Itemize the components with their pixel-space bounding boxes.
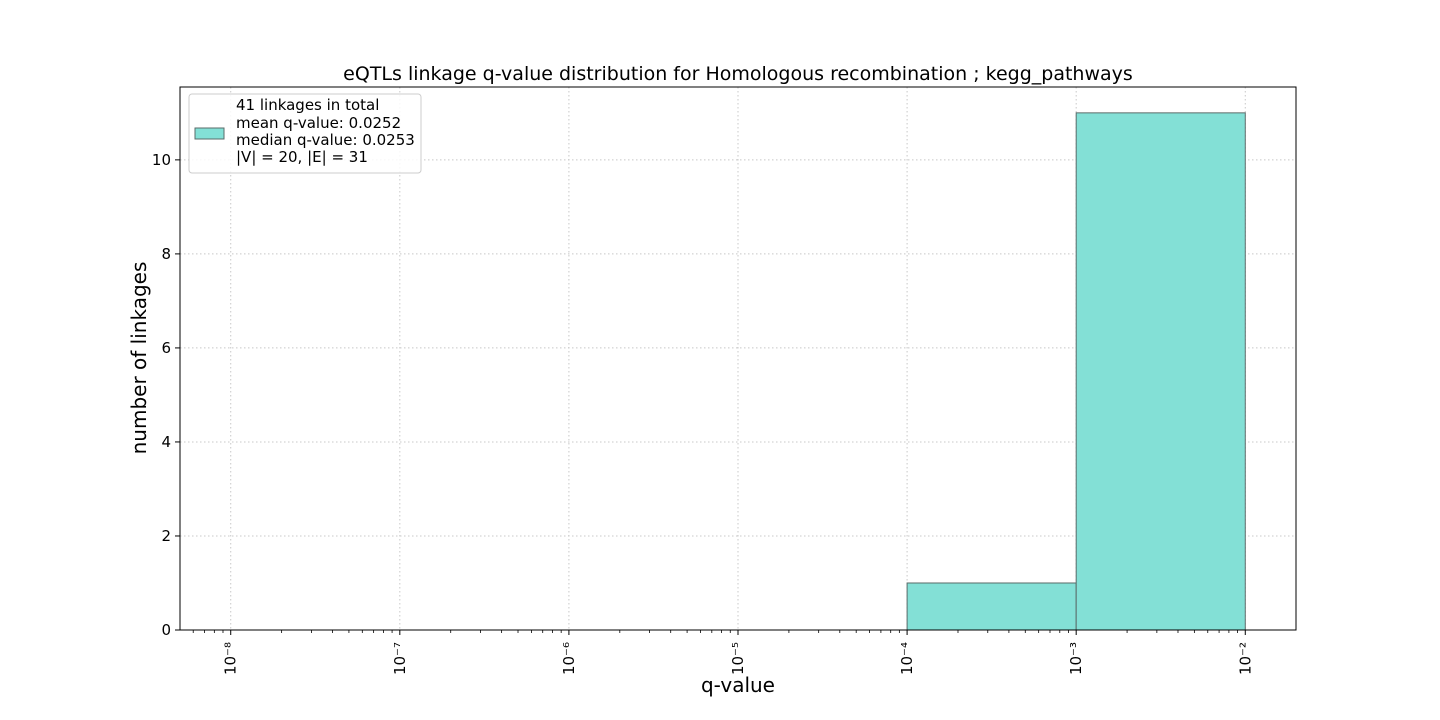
histogram-bar: [906, 582, 1077, 631]
x-tick-label: 10⁻⁴: [898, 642, 916, 675]
x-tick-label: 10⁻⁵: [729, 642, 747, 675]
y-tick-label: 10: [152, 151, 171, 169]
y-tick-label: 2: [161, 527, 171, 545]
legend-line-median: median q-value: 0.0253: [236, 131, 415, 149]
chart-title: eQTLs linkage q-value distribution for H…: [343, 63, 1133, 85]
y-tick-label: 8: [161, 245, 171, 263]
histogram-bar: [1075, 112, 1246, 631]
x-tick-label: 10⁻⁸: [222, 642, 240, 675]
legend: 41 linkages in total mean q-value: 0.025…: [188, 93, 422, 174]
bars: [906, 112, 1246, 631]
legend-swatch: [194, 127, 225, 140]
x-axis-ticks: 10⁻⁸ 10⁻⁷ 10⁻⁶ 10⁻⁵ 10⁻⁴ 10⁻³ 10⁻²: [192, 630, 1254, 675]
y-axis-ticks: 0 2 4 6 8 10: [152, 151, 180, 639]
legend-line-mean: mean q-value: 0.0252: [236, 114, 401, 132]
x-tick-label: 10⁻³: [1067, 642, 1085, 675]
legend-line-total: 41 linkages in total: [236, 96, 379, 114]
y-tick-label: 0: [161, 621, 171, 639]
x-axis-label: q-value: [701, 673, 775, 697]
x-tick-label: 10⁻⁶: [560, 642, 578, 675]
x-tick-label: 10⁻²: [1236, 642, 1254, 675]
y-axis-label: number of linkages: [127, 262, 151, 455]
legend-line-graph-size: |V| = 20, |E| = 31: [236, 148, 368, 166]
y-tick-label: 6: [161, 339, 171, 357]
legend-box: [188, 93, 422, 174]
x-tick-label: 10⁻⁷: [391, 642, 409, 675]
y-tick-label: 4: [161, 433, 171, 451]
